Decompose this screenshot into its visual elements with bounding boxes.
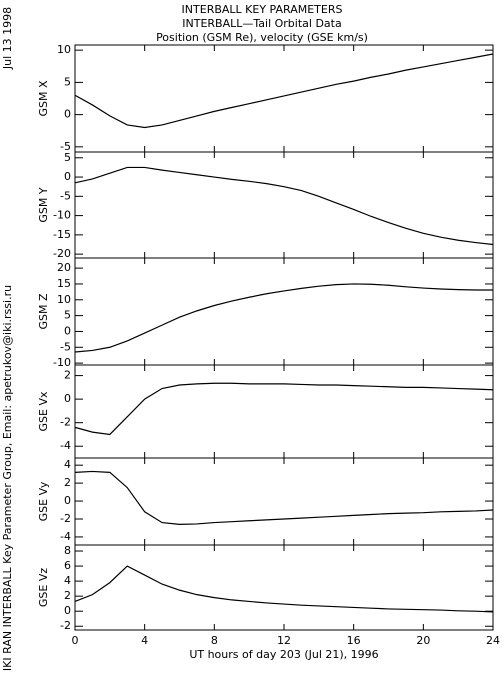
- data-line: [74, 53, 494, 129]
- data-line: [74, 166, 494, 246]
- title-line: Position (GSM Re), velocity (GSE km/s): [156, 31, 368, 44]
- panel-frame: [74, 364, 494, 459]
- y-tick-label: 8: [64, 544, 71, 557]
- credit: IKI RAN INTERBALL Key Parameter Group, E…: [1, 285, 14, 671]
- y-tick-label: -5: [60, 140, 71, 153]
- x-tick-label: 16: [347, 634, 361, 647]
- date-stamp: Jul 13 1998: [1, 7, 14, 70]
- x-tick-label: 24: [486, 634, 500, 647]
- y-tick-label: 6: [64, 559, 71, 572]
- panel-frame: [74, 257, 494, 366]
- data-line: [74, 470, 494, 525]
- y-tick-label: -2: [60, 512, 71, 525]
- y-tick-label: 15: [57, 277, 71, 290]
- y-tick-label: -20: [53, 247, 71, 260]
- x-tick-label: 12: [277, 634, 291, 647]
- y-axis-label: GSM X: [37, 80, 50, 116]
- x-tick-label: 8: [211, 634, 218, 647]
- y-tick-label: 20: [57, 261, 71, 274]
- x-axis-label: UT hours of day 203 (Jul 21), 1996: [189, 648, 378, 661]
- y-tick-label: 0: [64, 324, 71, 337]
- y-tick-label: 5: [64, 309, 71, 322]
- y-tick-label: 10: [57, 43, 71, 56]
- y-axis-label: GSE Vy: [37, 481, 50, 521]
- y-tick-label: -10: [53, 209, 71, 222]
- x-tick-label: 20: [416, 634, 430, 647]
- y-tick-label: -2: [60, 619, 71, 632]
- y-tick-label: 2: [64, 369, 71, 382]
- y-axis-label: GSM Z: [37, 293, 50, 329]
- y-tick-label: 4: [64, 458, 71, 471]
- y-tick-label: 10: [57, 293, 71, 306]
- y-tick-label: -10: [53, 356, 71, 369]
- y-axis-label: GSE Vx: [37, 391, 50, 431]
- data-line: [74, 283, 493, 353]
- title-line: INTERBALL—Tail Orbital Data: [182, 17, 341, 30]
- y-tick-label: 0: [64, 108, 71, 121]
- y-tick-label: 2: [64, 589, 71, 602]
- title-line: INTERBALL KEY PARAMETERS: [182, 3, 343, 16]
- x-tick-label: 0: [72, 634, 79, 647]
- data-line: [74, 565, 494, 613]
- y-tick-label: -4: [60, 439, 71, 452]
- y-tick-label: 5: [64, 151, 71, 164]
- y-axis-label: GSE Vz: [37, 568, 50, 607]
- y-tick-label: -2: [60, 416, 71, 429]
- data-line: [74, 382, 494, 436]
- y-tick-label: -5: [60, 340, 71, 353]
- y-tick-label: 2: [64, 476, 71, 489]
- y-tick-label: 4: [64, 574, 71, 587]
- panel-frame: [74, 544, 494, 631]
- y-tick-label: 0: [64, 604, 71, 617]
- panel-frame: [74, 44, 494, 153]
- y-tick-label: -4: [60, 530, 71, 543]
- x-tick-label: 4: [141, 634, 148, 647]
- y-tick-label: 5: [64, 75, 71, 88]
- y-tick-label: 0: [64, 392, 71, 405]
- y-tick-label: -15: [53, 228, 71, 241]
- y-tick-label: -5: [60, 189, 71, 202]
- y-tick-label: 0: [64, 494, 71, 507]
- y-axis-label: GSM Y: [37, 187, 50, 222]
- y-tick-label: 0: [64, 170, 71, 183]
